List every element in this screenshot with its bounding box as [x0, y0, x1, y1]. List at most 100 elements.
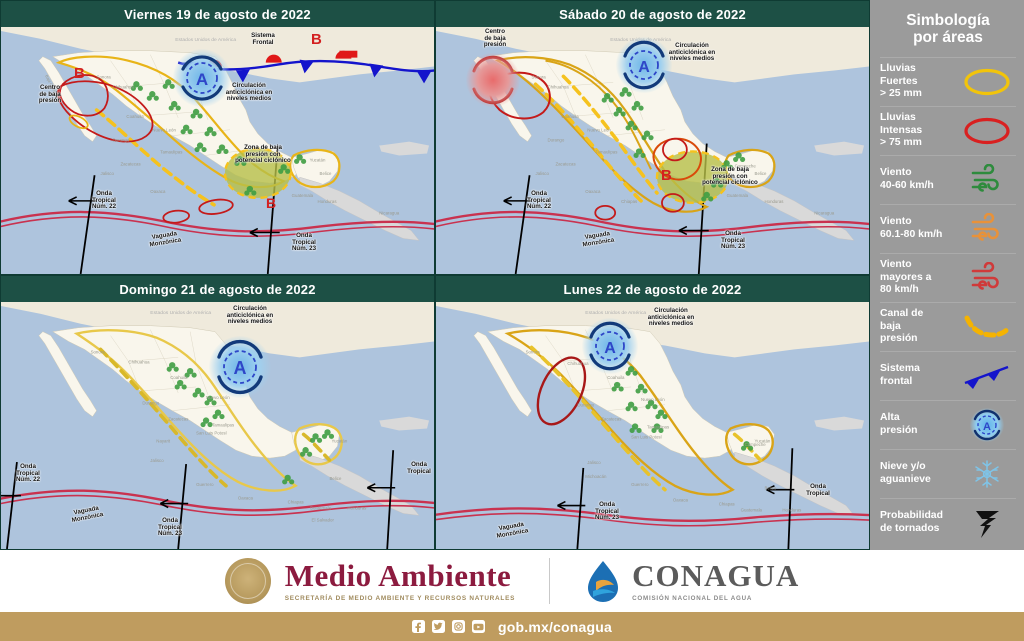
svg-text:Guatemala: Guatemala — [727, 193, 749, 198]
legend-item-viento-40-60[interactable]: Viento 40-60 km/h — [880, 154, 1016, 204]
svg-text:Belice: Belice — [764, 486, 776, 491]
legend-title: Simbología por áreas — [906, 12, 990, 47]
twitter-icon[interactable] — [431, 620, 445, 633]
svg-text:Chiapas: Chiapas — [621, 199, 638, 204]
snowflake-icon — [958, 457, 1016, 491]
svg-text:Sonora: Sonora — [532, 74, 547, 79]
svg-text:Honduras: Honduras — [782, 507, 802, 512]
svg-text:Nuevo León: Nuevo León — [587, 128, 611, 133]
map-canvas-lunes: Estados Unidos de América Sonora Chihuahu… — [436, 302, 869, 549]
high-pressure-glow — [582, 318, 638, 374]
low-pressure-glow — [466, 53, 520, 107]
svg-text:San Luis Potosí: San Luis Potosí — [631, 434, 662, 439]
legend-sidebar: Simbología por áreas Lluvias Fuertes > 2… — [870, 0, 1024, 550]
legend-item-alta-presion[interactable]: Alta presión A — [880, 399, 1016, 449]
agency-logo-group: CONAGUA COMISIÓN NACIONAL DEL AGUA — [584, 558, 799, 604]
tornado-icon — [958, 506, 1016, 540]
svg-text:Zacatecas: Zacatecas — [601, 417, 622, 422]
legend-item-lluvias-intensas[interactable]: Lluvias Intensas > 75 mm — [880, 105, 1016, 155]
high-pressure-icon: A — [958, 407, 1016, 442]
svg-text:Chihuahua: Chihuahua — [567, 361, 589, 366]
svg-text:Durango: Durango — [577, 403, 594, 408]
legend-item-viento-mayor-80[interactable]: Viento mayores a 80 km/h — [880, 252, 1016, 302]
ministry-subtitle: SECRETARÍA DE MEDIO AMBIENTE Y RECURSOS … — [284, 595, 516, 602]
svg-text:Chiapas: Chiapas — [288, 500, 305, 505]
svg-text:A: A — [234, 358, 247, 378]
high-pressure-symbol-sabado: A — [616, 37, 672, 93]
ministry-logo-group: Medio Ambiente SECRETARÍA DE MEDIO AMBIE… — [224, 558, 800, 604]
svg-text:Honduras: Honduras — [318, 199, 338, 204]
svg-text:Oaxaca: Oaxaca — [673, 498, 689, 503]
legend-item-lluvias-fuertes[interactable]: Lluvias Fuertes > 25 mm — [880, 56, 1016, 106]
svg-text:Coahuila: Coahuila — [126, 114, 144, 119]
high-pressure-symbol-viernes: A — [173, 49, 231, 107]
youtube-icon[interactable] — [471, 620, 485, 633]
high-pressure-symbol-domingo: A — [209, 336, 271, 398]
ministry-title: Medio Ambiente — [284, 558, 512, 593]
agency-subtitle: COMISIÓN NACIONAL DEL AGUA — [632, 595, 753, 602]
svg-text:Honduras: Honduras — [764, 199, 784, 204]
wind-red-icon — [958, 261, 1016, 295]
legend-item-nieve[interactable]: Nieve y/o aguanieve — [880, 448, 1016, 498]
trough-dashed-icon — [958, 310, 1016, 344]
high-pressure-A-icon: A — [181, 55, 223, 101]
svg-text:Zacatecas: Zacatecas — [120, 161, 141, 166]
logo-divider — [549, 558, 551, 604]
svg-text:San Luis Potosí: San Luis Potosí — [196, 430, 227, 435]
cold-front-icon — [958, 359, 1016, 393]
svg-text:Campeche: Campeche — [745, 442, 767, 447]
svg-text:Estados Unidos de América: Estados Unidos de América — [175, 37, 236, 43]
base-map-domingo: Estados Unidos de América Sonora Chihuahu… — [1, 302, 434, 549]
svg-text:Chiapas: Chiapas — [719, 502, 736, 507]
ellipse-gold-icon — [958, 65, 1016, 99]
svg-text:Nuevo León: Nuevo León — [206, 395, 230, 400]
panel-title-domingo: Domingo 21 de agosto de 2022 — [1, 276, 434, 302]
legend-label-nieve: Nieve y/o aguanieve — [880, 461, 931, 485]
legend-label-sistema-frontal: Sistema frontal — [880, 363, 920, 387]
svg-text:Coahuila: Coahuila — [561, 114, 579, 119]
svg-text:Nicaragua: Nicaragua — [814, 211, 835, 216]
panel-title-lunes: Lunes 22 de agosto de 2022 — [436, 276, 869, 302]
legend-label-alta-presion: Alta presión — [880, 412, 918, 436]
svg-text:Michoacán: Michoacán — [585, 474, 607, 479]
svg-text:Oaxaca: Oaxaca — [238, 496, 254, 501]
map-panel-lunes[interactable]: Lunes 22 de agosto de 2022 — [435, 275, 870, 550]
legend-item-tornados[interactable]: Probabilidad de tornados — [880, 497, 1016, 547]
svg-text:Nuevo León: Nuevo León — [641, 397, 665, 402]
facebook-icon[interactable] — [411, 620, 425, 633]
svg-text:Belice: Belice — [755, 171, 767, 176]
svg-text:Guatemala: Guatemala — [292, 193, 314, 198]
website-url[interactable]: gob.mx/conagua — [497, 618, 613, 635]
legend-item-canal-baja-presion[interactable]: Canal de baja presión — [880, 301, 1016, 351]
legend-item-sistema-frontal[interactable]: Sistema frontal — [880, 350, 1016, 400]
svg-text:Yucatán: Yucatán — [310, 157, 326, 162]
map-canvas-domingo: Estados Unidos de América Sonora Chihuahu… — [1, 302, 434, 549]
map-panel-domingo[interactable]: Domingo 21 de agosto de 2022 — [0, 275, 435, 550]
map-panel-viernes[interactable]: Viernes 19 de agosto de 2022 — [0, 0, 435, 275]
low-pressure-B-cyclonic-viernes: B — [266, 195, 277, 211]
svg-text:Belice: Belice — [329, 476, 341, 481]
panel-title-sabado: Sábado 20 de agosto de 2022 — [436, 1, 869, 27]
svg-text:Honduras: Honduras — [347, 505, 367, 510]
wind-green-icon — [958, 163, 1016, 197]
svg-text:A: A — [638, 59, 650, 76]
svg-text:Tamaulipas: Tamaulipas — [160, 149, 183, 154]
svg-text:Zacatecas: Zacatecas — [555, 161, 576, 166]
svg-text:Oaxaca: Oaxaca — [150, 189, 166, 194]
svg-text:Jalisco: Jalisco — [150, 458, 164, 463]
panel-title-viernes: Viernes 19 de agosto de 2022 — [1, 1, 434, 27]
map-canvas-viernes: Estados Unidos de América Chihuahua Coahu… — [1, 27, 434, 274]
instagram-icon[interactable] — [451, 620, 465, 633]
svg-text:Estados Unidos de América: Estados Unidos de América — [150, 310, 211, 316]
legend-label-lluvias-fuertes: Lluvias Fuertes > 25 mm — [880, 63, 922, 99]
svg-text:Nuevo León: Nuevo León — [152, 128, 176, 133]
svg-text:Sonora: Sonora — [97, 74, 112, 79]
high-pressure-glow — [209, 336, 271, 398]
svg-text:Sonora: Sonora — [91, 349, 106, 354]
legend-item-viento-60-80[interactable]: Viento 60.1-80 km/h — [880, 203, 1016, 253]
map-panel-sabado[interactable]: Sábado 20 de agosto de 2022 — [435, 0, 870, 275]
svg-text:Belice: Belice — [320, 171, 332, 176]
map-panel-grid: Viernes 19 de agosto de 2022 — [0, 0, 870, 550]
high-pressure-glow — [173, 49, 231, 107]
svg-text:A: A — [983, 421, 991, 433]
